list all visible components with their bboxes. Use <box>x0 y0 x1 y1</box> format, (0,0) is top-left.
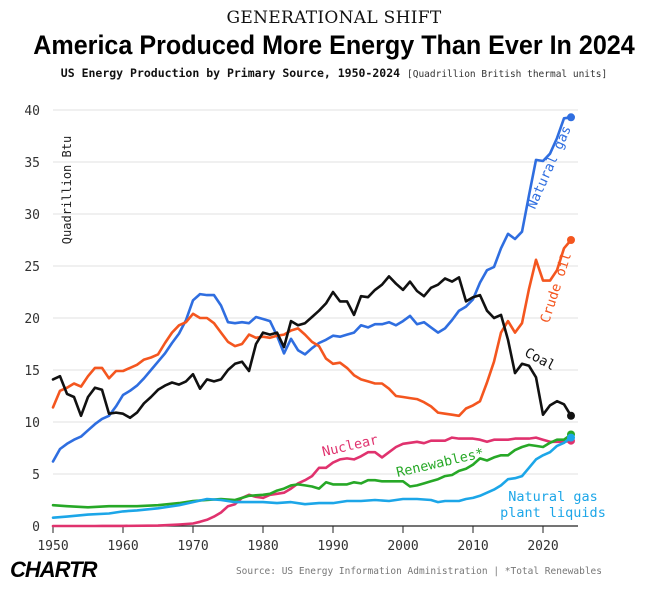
x-tick-label: 2020 <box>527 539 558 554</box>
series-label-nuclear: Nuclear <box>321 432 380 460</box>
x-axis-ticks: 1950 1960 1970 1980 1990 2000 2010 2020 <box>37 526 559 554</box>
series-label-renewables: Renewables* <box>395 445 486 481</box>
series-line-coal <box>51 275 573 420</box>
chartr-logo: CHARTR <box>10 557 97 582</box>
series-endpoint-crude-oil <box>567 236 575 244</box>
series-line-crude-oil <box>51 238 573 418</box>
source-note: Source: US Energy Information Administra… <box>235 566 602 577</box>
series-label-line-2: plant liquids <box>500 505 606 521</box>
y-tick-label: 5 <box>32 468 40 483</box>
y-tick-label: 0 <box>32 520 40 535</box>
chart-subtitle: US Energy Production by Primary Source, … <box>0 66 668 80</box>
x-tick-label: 1950 <box>37 539 68 554</box>
chart-title: America Produced More Energy Than Ever I… <box>33 30 635 60</box>
series-label-natural-gas: Natural gas <box>524 123 575 211</box>
y-tick-label: 30 <box>24 208 40 223</box>
chart-subtitle-unit: [Quadrillion British thermal units] <box>407 69 608 80</box>
y-axis-ticks: 0 5 10 15 20 25 30 35 40 <box>24 104 40 535</box>
y-tick-label: 40 <box>24 104 40 119</box>
series-label-natural-gas-plant-liquids: Natural gas plant liquids <box>500 489 606 521</box>
y-axis-label: Quadrillion Btu <box>60 136 74 244</box>
x-tick-label: 1960 <box>107 539 138 554</box>
series-line-nuclear <box>51 436 573 528</box>
series-lines <box>51 113 575 528</box>
y-tick-label: 15 <box>24 364 40 379</box>
series-label-line-1: Natural gas <box>508 489 597 505</box>
y-tick-label: 20 <box>24 312 40 327</box>
series-line-renewables <box>51 433 573 509</box>
series-label-crude-oil: Crude oil <box>537 251 575 326</box>
series-line-natural-gas <box>51 116 573 463</box>
x-tick-label: 1970 <box>177 539 208 554</box>
grid-lines <box>53 109 578 527</box>
chart-kicker: GENERATIONAL SHIFT <box>226 8 442 28</box>
x-tick-label: 1980 <box>247 539 278 554</box>
series-line-natural-gas-plant-liquids <box>51 436 573 519</box>
y-tick-label: 35 <box>24 156 40 171</box>
y-tick-label: 10 <box>24 416 40 431</box>
x-tick-label: 2000 <box>387 539 418 554</box>
series-endpoint-coal <box>567 411 575 420</box>
series-endpoint-natural-gas-plant-liquids <box>567 433 575 442</box>
series-endpoint-natural-gas <box>567 113 575 122</box>
x-tick-label: 2010 <box>457 539 488 554</box>
y-tick-label: 25 <box>24 260 40 275</box>
x-tick-label: 1990 <box>317 539 348 554</box>
chart-subtitle-text: US Energy Production by Primary Source, … <box>60 66 401 80</box>
